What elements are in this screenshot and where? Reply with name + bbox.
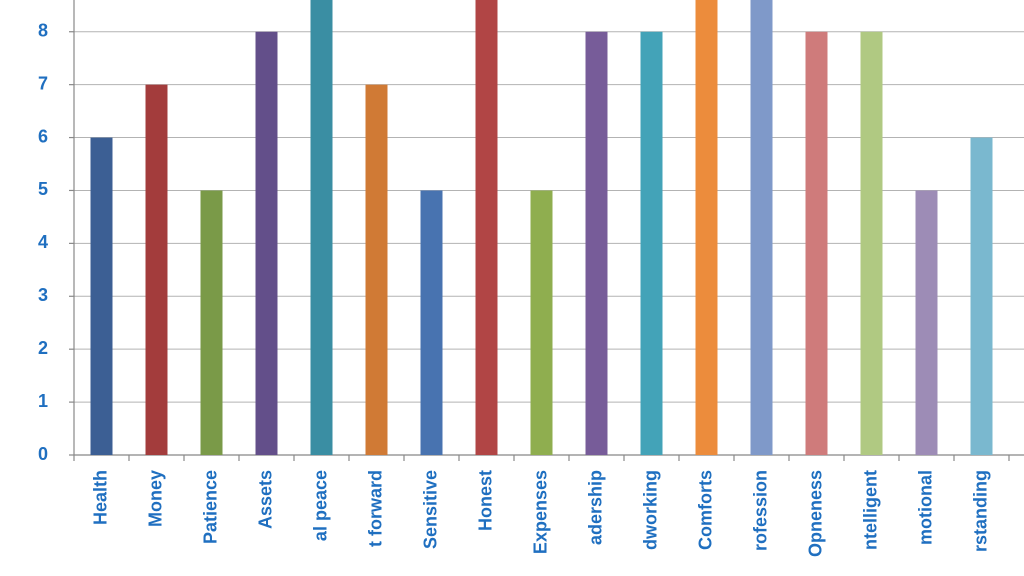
bar — [475, 0, 498, 455]
bar — [915, 190, 938, 455]
y-tick-label: 3 — [38, 285, 48, 305]
x-tick-label: Expenses — [530, 470, 550, 554]
y-tick-label: 6 — [38, 126, 48, 146]
bar — [90, 137, 113, 455]
bar — [805, 31, 828, 455]
x-tick-label: Patience — [200, 470, 220, 544]
y-tick-label: 2 — [38, 338, 48, 358]
x-tick-label: ntelligent — [860, 470, 880, 550]
x-tick-label: al peace — [310, 470, 330, 541]
x-tick-label: Health — [90, 470, 110, 525]
bar — [695, 0, 718, 455]
x-tick-label: t forward — [365, 470, 385, 547]
bar — [640, 31, 663, 455]
y-tick-label: 5 — [38, 179, 48, 199]
y-tick-label: 0 — [38, 444, 48, 464]
y-tick-label: 4 — [38, 232, 48, 252]
bar — [585, 31, 608, 455]
bar — [420, 190, 443, 455]
bar — [365, 84, 388, 456]
x-tick-label: motional — [915, 470, 935, 545]
x-tick-label: Assets — [255, 470, 275, 529]
x-tick-label: Sensitive — [420, 470, 440, 549]
x-tick-label: Money — [145, 470, 165, 527]
bar — [970, 137, 993, 455]
y-tick-label: 7 — [38, 73, 48, 93]
x-tick-label: adership — [585, 470, 605, 545]
x-tick-label: Honest — [475, 470, 495, 531]
y-tick-label: 8 — [38, 20, 48, 40]
y-tick-label: 1 — [38, 391, 48, 411]
bar — [750, 0, 773, 455]
bar — [255, 31, 278, 455]
x-tick-label: Opneness — [805, 470, 825, 557]
bar — [145, 84, 168, 456]
bar — [530, 190, 553, 455]
x-tick-label: rstanding — [970, 470, 990, 552]
x-tick-label: dworking — [640, 470, 660, 550]
bar — [310, 0, 333, 455]
x-tick-label: rofession — [750, 470, 770, 551]
bar — [200, 190, 223, 455]
x-tick-label: Comforts — [695, 470, 715, 550]
bar — [860, 31, 883, 455]
